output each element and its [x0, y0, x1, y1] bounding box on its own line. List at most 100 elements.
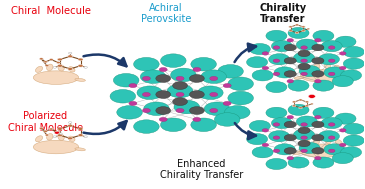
Circle shape [193, 67, 201, 72]
Ellipse shape [325, 137, 331, 144]
Circle shape [299, 107, 302, 109]
Circle shape [299, 65, 320, 77]
Circle shape [343, 58, 364, 69]
Ellipse shape [314, 64, 320, 70]
Circle shape [289, 30, 292, 32]
Circle shape [312, 134, 324, 141]
Circle shape [328, 136, 335, 139]
Circle shape [315, 115, 321, 119]
Circle shape [249, 43, 270, 55]
Circle shape [328, 59, 335, 63]
Circle shape [156, 74, 170, 82]
Circle shape [287, 115, 293, 119]
Circle shape [284, 71, 296, 77]
Circle shape [134, 57, 159, 71]
FancyArrowPatch shape [235, 123, 256, 139]
Text: Enhanced
Chirality Transfer: Enhanced Chirality Transfer [160, 159, 243, 180]
Circle shape [273, 136, 280, 139]
Circle shape [210, 92, 218, 97]
Circle shape [324, 67, 345, 78]
Circle shape [305, 101, 309, 103]
Circle shape [218, 65, 243, 78]
Circle shape [78, 64, 83, 67]
Circle shape [301, 72, 307, 76]
Circle shape [142, 76, 150, 81]
Circle shape [273, 123, 280, 126]
Circle shape [161, 54, 186, 67]
Ellipse shape [47, 134, 53, 140]
Circle shape [140, 70, 166, 84]
Circle shape [39, 127, 43, 129]
Circle shape [288, 27, 309, 39]
Circle shape [173, 98, 188, 105]
Ellipse shape [292, 152, 303, 155]
Circle shape [247, 57, 268, 68]
Circle shape [269, 54, 290, 65]
Circle shape [321, 117, 342, 129]
Circle shape [68, 67, 73, 70]
Circle shape [252, 70, 273, 81]
Circle shape [223, 101, 231, 105]
Circle shape [328, 149, 335, 153]
Circle shape [176, 108, 184, 113]
Ellipse shape [33, 140, 79, 154]
Circle shape [69, 122, 72, 123]
Ellipse shape [68, 136, 75, 141]
Ellipse shape [33, 71, 79, 84]
Circle shape [57, 128, 62, 130]
Circle shape [328, 72, 335, 76]
Circle shape [266, 30, 287, 41]
FancyArrowPatch shape [84, 121, 127, 134]
Circle shape [156, 107, 170, 115]
Circle shape [315, 79, 321, 83]
Circle shape [301, 46, 307, 49]
Ellipse shape [314, 138, 320, 144]
Circle shape [174, 100, 200, 114]
Circle shape [78, 134, 83, 136]
Circle shape [189, 74, 204, 82]
Circle shape [39, 58, 43, 60]
Circle shape [287, 156, 293, 160]
Circle shape [287, 79, 293, 83]
Circle shape [129, 84, 137, 88]
Circle shape [43, 61, 47, 63]
Circle shape [313, 157, 334, 168]
Circle shape [313, 107, 334, 118]
Circle shape [78, 128, 83, 130]
Circle shape [288, 80, 309, 91]
Circle shape [292, 105, 296, 107]
Circle shape [284, 148, 296, 154]
Circle shape [288, 104, 309, 115]
Circle shape [295, 24, 299, 26]
Circle shape [49, 128, 53, 130]
Circle shape [45, 134, 49, 136]
Circle shape [197, 86, 223, 99]
Circle shape [324, 144, 345, 155]
Circle shape [339, 52, 346, 55]
Circle shape [201, 70, 227, 84]
Circle shape [318, 54, 339, 65]
Circle shape [284, 134, 296, 141]
Circle shape [339, 143, 346, 147]
Circle shape [262, 66, 269, 70]
Circle shape [315, 156, 321, 160]
Circle shape [137, 86, 162, 99]
Circle shape [266, 81, 287, 93]
Circle shape [343, 123, 364, 134]
Circle shape [134, 120, 159, 133]
Circle shape [191, 118, 216, 132]
Ellipse shape [47, 64, 53, 71]
Ellipse shape [58, 65, 64, 71]
Circle shape [269, 131, 290, 142]
Circle shape [176, 76, 184, 81]
Circle shape [312, 44, 324, 51]
Circle shape [223, 84, 231, 88]
Circle shape [328, 123, 335, 126]
Circle shape [296, 39, 317, 50]
Circle shape [284, 57, 296, 64]
Circle shape [210, 76, 218, 81]
Circle shape [274, 67, 295, 78]
Text: Chirality
Transfer: Chirality Transfer [259, 3, 306, 24]
Circle shape [272, 117, 292, 129]
Circle shape [142, 92, 150, 97]
